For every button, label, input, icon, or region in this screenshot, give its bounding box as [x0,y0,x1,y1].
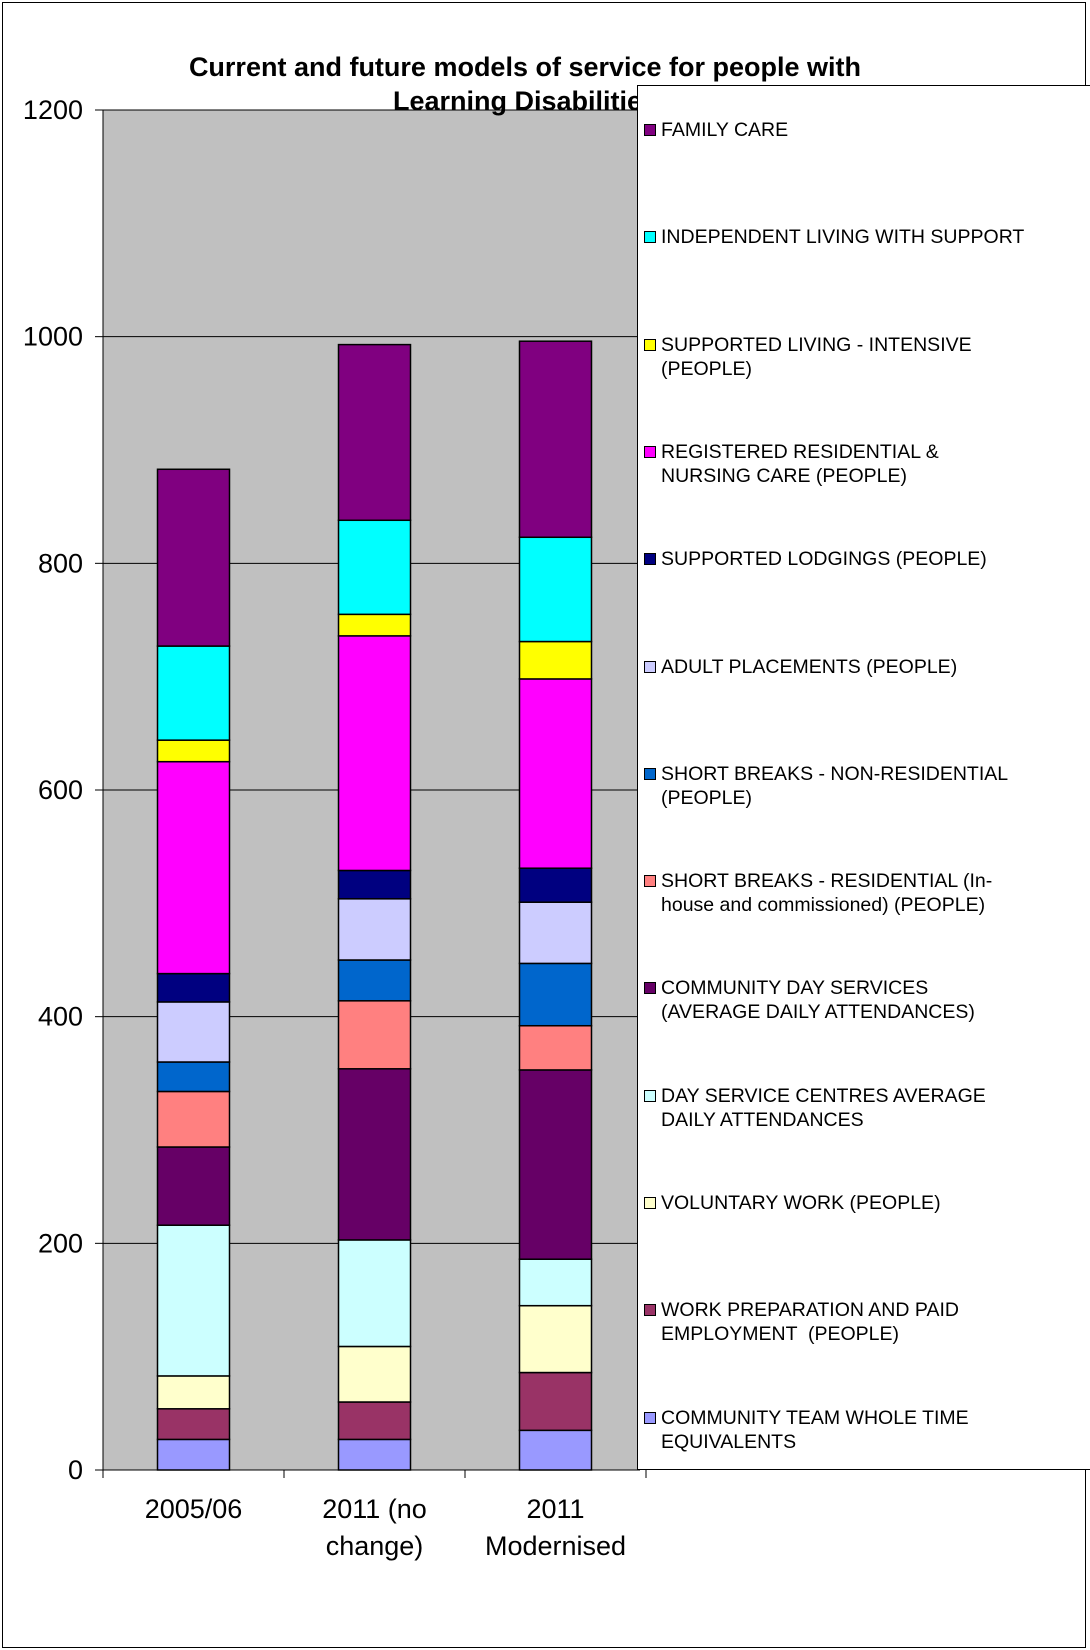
bar-segment [518,1429,593,1471]
legend-label: ADULT PLACEMENTS (PEOPLE) [661,655,958,678]
bar-segment [156,645,231,741]
bar-segment [518,1304,593,1374]
legend-label: SHORT BREAKS - NON-RESIDENTIAL (PEOPLE) [661,762,1009,809]
chart-title: Learning Disabilities [393,86,657,116]
bar-segment [156,760,231,975]
legend-item: REGISTERED RESIDENTIAL & NURSING CARE (P… [644,440,1090,488]
legend-item: WORK PREPARATION AND PAID EMPLOYMENT (PE… [644,1298,1090,1346]
bar-segment [337,519,412,616]
bar-segment [337,1438,412,1471]
y-tick-label: 1200 [23,95,83,125]
bar-segment [518,901,593,965]
legend-item: DAY SERVICE CENTRES AVERAGE DAILY ATTEND… [644,1084,1090,1132]
bar-segment [156,468,231,647]
bar-segment [156,1001,231,1063]
legend: FAMILY CARE INDEPENDENT LIVING WITH SUPPO… [637,85,1090,1470]
legend-swatch [644,1197,656,1209]
bar-segment [518,1024,593,1071]
bar-segment [337,635,412,872]
legend-item: INDEPENDENT LIVING WITH SUPPORT [644,225,1090,249]
legend-swatch [644,660,656,673]
bar-segment [337,1401,412,1441]
legend-swatch [644,124,656,136]
legend-label: DAY SERVICE CENTRES AVERAGE DAILY ATTEND… [661,1084,986,1131]
bar-segment [518,1069,593,1260]
legend-label: COMMUNITY DAY SERVICES (AVERAGE DAILY AT… [661,977,975,1024]
legend-item: COMMUNITY TEAM WHOLE TIME EQUIVALENTS [644,1406,1090,1454]
legend-swatch [644,553,656,566]
legend-label: SHORT BREAKS - RESIDENTIAL (In- house an… [661,870,993,917]
legend-swatch [644,767,656,780]
legend-label: SUPPORTED LIVING - INTENSIVE (PEOPLE) [661,333,972,380]
legend-item: VOLUNTARY WORK (PEOPLE) [644,1191,1090,1215]
bar-segment [518,678,593,869]
bar-segment [518,536,593,643]
legend-item: SUPPORTED LIVING - INTENSIVE (PEOPLE) [644,333,1090,381]
bar-segment [337,898,412,961]
bar-segment [518,340,593,539]
legend-swatch [644,982,656,995]
legend-swatch [644,1411,656,1424]
bar-segment [337,959,412,1002]
legend-label: WORK PREPARATION AND PAID EMPLOYMENT (PE… [661,1299,959,1346]
y-tick-label: 0 [68,1455,83,1485]
bar-segment [337,1068,412,1241]
y-tick-label: 200 [38,1228,83,1258]
legend-swatch [644,1304,656,1317]
bar-segment [156,1090,231,1148]
legend-label: COMMUNITY TEAM WHOLE TIME EQUIVALENTS [661,1406,969,1453]
legend-label: FAMILY CARE [661,119,789,141]
legend-label: REGISTERED RESIDENTIAL & NURSING CARE (P… [661,440,939,487]
y-tick-label: 600 [38,775,83,805]
bar-segment [518,867,593,903]
bar-segment [518,962,593,1027]
bar-segment [337,1345,412,1403]
y-tick-label: 1000 [23,322,83,352]
bar-segment [156,1061,231,1093]
bar-segment [337,343,412,522]
bar-segment [156,1408,231,1441]
bar-segment [518,640,593,680]
bar-segment [156,1375,231,1410]
x-tick-label: 2011 [526,1494,584,1524]
legend-item: SHORT BREAKS - RESIDENTIAL (In- house an… [644,869,1090,917]
bar-segment [518,1258,593,1307]
bar-segment [337,1000,412,1070]
bar-segment [337,613,412,637]
bar-segment [156,1224,231,1377]
legend-item: COMMUNITY DAY SERVICES (AVERAGE DAILY AT… [644,976,1090,1024]
x-tick-label: 2005/06 [145,1494,243,1524]
chart-title: Current and future models of service for… [189,52,861,82]
legend-label: SUPPORTED LODGINGS (PEOPLE) [661,548,987,571]
bar-segment [156,739,231,763]
legend-swatch [644,445,656,458]
legend-item: ADULT PLACEMENTS (PEOPLE) [644,655,1090,679]
bar-segment [337,1239,412,1348]
legend-item: FAMILY CARE [644,118,1090,142]
bar-segment [156,1146,231,1226]
bar-segment [156,972,231,1003]
legend-label: INDEPENDENT LIVING WITH SUPPORT [661,226,1025,249]
y-tick-label: 800 [38,548,83,578]
legend-swatch [644,1089,656,1102]
legend-swatch [644,338,656,351]
legend-item: SUPPORTED LODGINGS (PEOPLE) [644,547,1090,571]
bar-segment [518,1371,593,1432]
bar-segment [337,869,412,900]
legend-swatch [644,231,656,244]
legend-swatch [644,875,656,888]
legend-label: VOLUNTARY WORK (PEOPLE) [661,1192,941,1214]
legend-item: SHORT BREAKS - NON-RESIDENTIAL (PEOPLE) [644,762,1090,810]
x-tick-label: Modernised [485,1531,626,1561]
bar-segment [156,1438,231,1471]
x-tick-label: change) [326,1531,424,1561]
y-tick-label: 400 [38,1002,83,1032]
x-tick-label: 2011 (no [322,1494,427,1524]
